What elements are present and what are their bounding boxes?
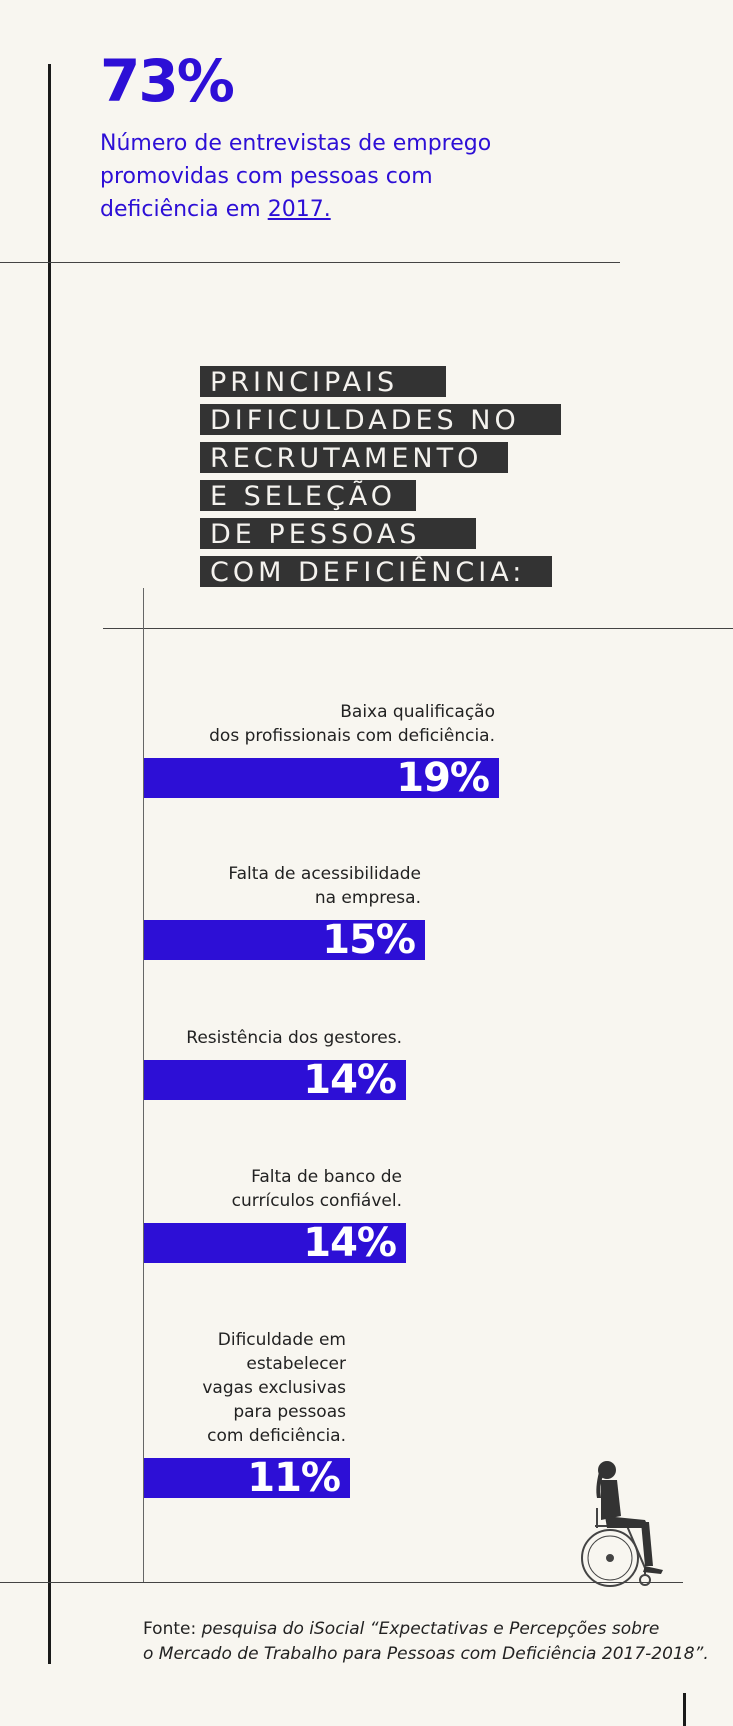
bar-category-label: Dificuldade em estabelecer vagas exclusiva… xyxy=(202,1328,346,1448)
bar-category-label-line: estabelecer xyxy=(246,1354,346,1374)
bar-category-label-line: Resistência dos gestores. xyxy=(186,1028,402,1048)
wheelchair-user-icon xyxy=(581,1461,663,1587)
bar: 14% xyxy=(144,1223,406,1263)
bar-value-label: 14% xyxy=(303,1057,397,1103)
bar-category-label-line: currículos confiável. xyxy=(231,1191,402,1211)
bar-value-label: 19% xyxy=(396,755,490,801)
chart-axis-line xyxy=(143,588,144,1583)
bar-category-label: Falta de banco de currículos confiável. xyxy=(232,1165,402,1213)
bar-category-label-line: Falta de banco de xyxy=(251,1167,402,1187)
section-heading: PRINCIPAIS DIFICULDADES NO RECRUTAMENTO … xyxy=(200,366,561,594)
bar-category-label-line: Falta de acessibilidade xyxy=(228,864,421,884)
chart-bottom-divider xyxy=(0,1582,683,1583)
bar-category-label: Baixa qualificação dos profissionais com … xyxy=(209,700,495,748)
bar-value-label: 14% xyxy=(303,1220,397,1266)
source-note: Fonte: pesquisa do iSocial “Expectativas… xyxy=(143,1617,709,1667)
bar-category-label-line: dos profissionais com deficiência. xyxy=(209,726,495,746)
chart-divider xyxy=(103,628,733,629)
bar: 14% xyxy=(144,1060,406,1100)
bar-category-label-line: com deficiência. xyxy=(207,1426,346,1446)
bar-category-label-line: para pessoas xyxy=(233,1402,346,1422)
bar-value-label: 11% xyxy=(247,1455,341,1501)
bar-value-label: 15% xyxy=(322,917,416,963)
highlight-year-link[interactable]: 2017. xyxy=(267,197,331,222)
bar-category-label-line: Dificuldade em xyxy=(217,1330,346,1350)
bar-category-label-line: na empresa. xyxy=(314,888,421,908)
source-text: pesquisa do iSocial “Expectativas e Perc… xyxy=(201,1619,660,1639)
heading-line: DE PESSOAS xyxy=(200,518,476,549)
heading-line: COM DEFICIÊNCIA: xyxy=(200,556,552,587)
left-border-line xyxy=(48,64,51,1664)
bar: 19% xyxy=(144,758,499,798)
source-prefix: Fonte: xyxy=(143,1619,197,1639)
bar-category-label-line: Baixa qualificação xyxy=(340,702,495,722)
highlight-description: Número de entrevistas de emprego promovi… xyxy=(100,127,530,226)
highlight-text: Número de entrevistas de emprego promovi… xyxy=(100,131,492,222)
bar-category-label-line: vagas exclusivas xyxy=(202,1378,346,1398)
heading-line: E SELEÇÃO xyxy=(200,480,416,511)
top-divider xyxy=(0,262,620,263)
bar-category-label: Falta de acessibilidade na empresa. xyxy=(228,862,421,910)
highlight-percentage: 73% xyxy=(100,47,235,115)
bar: 15% xyxy=(144,920,425,960)
bar-category-label: Resistência dos gestores. xyxy=(186,1026,402,1050)
source-line-2: o Mercado de Trabalho para Pessoas com D… xyxy=(143,1644,709,1664)
heading-line: DIFICULDADES NO xyxy=(200,404,561,435)
heading-line: RECRUTAMENTO xyxy=(200,442,508,473)
bar: 11% xyxy=(144,1458,350,1498)
heading-line: PRINCIPAIS xyxy=(200,366,446,397)
bottom-right-mark xyxy=(683,1693,686,1726)
source-line-1: Fonte: pesquisa do iSocial “Expectativas… xyxy=(143,1617,709,1642)
